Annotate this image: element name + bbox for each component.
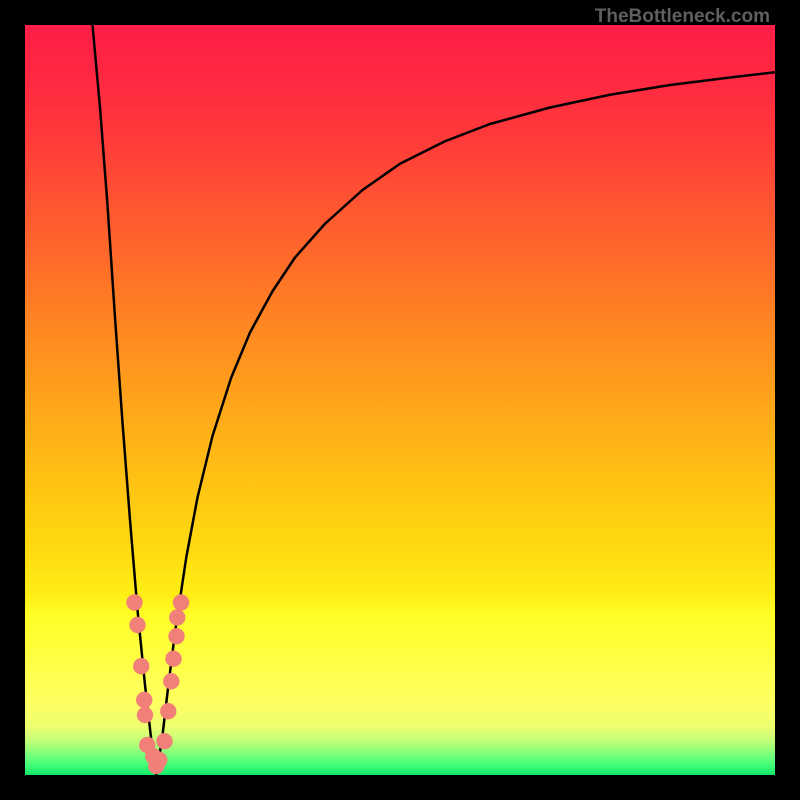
marker-dot — [139, 737, 155, 753]
marker-dot — [160, 703, 176, 719]
marker-dot — [136, 692, 152, 708]
marker-dot — [137, 707, 153, 723]
plot-area — [25, 25, 775, 775]
marker-dot — [156, 733, 172, 749]
marker-dot — [169, 609, 185, 625]
marker-dot — [173, 594, 189, 610]
chart-frame: TheBottleneck.com — [0, 0, 800, 800]
marker-dot — [129, 617, 145, 633]
marker-dot — [168, 628, 184, 644]
marker-dot — [133, 658, 149, 674]
marker-dot — [151, 752, 167, 768]
marker-dot — [163, 673, 179, 689]
bottleneck-curve — [25, 25, 775, 775]
marker-dot — [165, 651, 181, 667]
marker-dot — [126, 594, 142, 610]
